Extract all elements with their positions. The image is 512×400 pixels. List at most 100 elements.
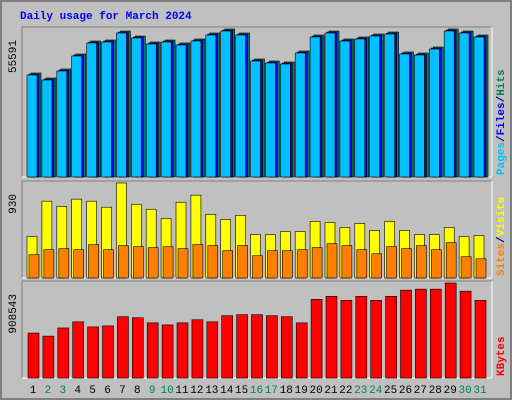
x-tick-label: 6 xyxy=(104,385,111,397)
bar xyxy=(355,295,368,379)
x-tick-label: 15 xyxy=(235,385,248,397)
y-tick-label: 55591 xyxy=(8,40,20,73)
bar xyxy=(340,300,353,379)
bar xyxy=(474,300,487,379)
bar xyxy=(205,34,217,178)
bar xyxy=(88,244,99,279)
bar xyxy=(131,37,142,178)
bar xyxy=(310,299,323,379)
bar xyxy=(401,248,412,279)
legend-separator: / xyxy=(496,236,508,243)
x-tick-label: 17 xyxy=(265,385,278,397)
y-tick-label: 930 xyxy=(8,194,20,214)
bar xyxy=(42,335,55,379)
bar xyxy=(459,290,472,379)
bar xyxy=(339,40,351,178)
bar xyxy=(414,54,425,178)
legend-entry: Visits xyxy=(496,197,508,237)
bar xyxy=(162,246,174,279)
bar xyxy=(443,30,455,178)
x-tick-label: 2 xyxy=(45,385,52,397)
bar xyxy=(428,48,440,178)
bar xyxy=(325,295,338,379)
legend: Sites/Visits xyxy=(496,197,508,276)
bar xyxy=(161,324,174,379)
bar xyxy=(460,256,472,279)
bar xyxy=(311,247,323,279)
bar xyxy=(266,315,278,379)
bar xyxy=(399,53,410,178)
bar xyxy=(147,247,159,279)
legend: Pages/Files/Hits xyxy=(496,69,508,175)
bar xyxy=(116,32,127,178)
legend: KBytes xyxy=(496,336,508,376)
bar xyxy=(222,250,233,279)
bar xyxy=(192,244,204,279)
x-tick-label: 11 xyxy=(175,385,189,397)
x-tick-label: 25 xyxy=(384,385,397,397)
x-tick-label: 19 xyxy=(295,385,308,397)
bar xyxy=(191,319,204,379)
bar xyxy=(28,254,40,279)
bar xyxy=(296,249,308,279)
bar xyxy=(429,288,442,379)
x-tick-label: 18 xyxy=(280,385,293,397)
x-tick-label: 12 xyxy=(190,385,203,397)
bar xyxy=(267,250,278,279)
bar xyxy=(132,317,144,379)
chart-title: Daily usage for March 2024 xyxy=(20,11,192,23)
bar xyxy=(133,246,144,279)
bar xyxy=(86,42,97,178)
bar xyxy=(265,62,276,178)
x-tick-label: 1 xyxy=(30,385,37,397)
bar xyxy=(160,41,172,178)
bar xyxy=(252,255,263,279)
bar xyxy=(326,243,338,279)
bar xyxy=(118,245,129,279)
x-tick-label: 22 xyxy=(339,385,352,397)
bar xyxy=(370,300,383,379)
bar xyxy=(280,316,293,379)
x-tick-label: 21 xyxy=(324,385,338,397)
x-tick-label: 20 xyxy=(309,385,322,397)
bar xyxy=(175,44,187,178)
legend-separator: / xyxy=(496,135,508,142)
bar xyxy=(58,248,70,279)
bar xyxy=(41,79,53,178)
bar xyxy=(371,253,383,279)
bar xyxy=(473,36,485,178)
x-tick-label: 4 xyxy=(74,385,81,397)
bar xyxy=(415,288,427,379)
bar xyxy=(237,245,248,279)
bar xyxy=(445,242,457,279)
bar xyxy=(177,248,189,279)
bar xyxy=(145,43,157,178)
x-tick-label: 13 xyxy=(205,385,218,397)
x-tick-label: 16 xyxy=(250,385,263,397)
bar xyxy=(475,258,487,279)
bar xyxy=(87,326,99,379)
bar xyxy=(400,289,412,379)
x-tick-label: 8 xyxy=(134,385,141,397)
bar xyxy=(176,322,189,379)
bar xyxy=(356,249,368,279)
legend-entry: KBytes xyxy=(496,336,508,376)
bar xyxy=(71,55,82,178)
x-tick-label: 24 xyxy=(369,385,383,397)
bar xyxy=(206,321,219,379)
x-tick-label: 31 xyxy=(473,385,487,397)
bar xyxy=(444,282,457,379)
bar xyxy=(27,332,40,379)
x-tick-label: 30 xyxy=(458,385,471,397)
bar xyxy=(236,314,248,379)
bar xyxy=(207,245,219,279)
bar xyxy=(458,32,470,178)
bar xyxy=(101,41,112,178)
bar xyxy=(354,38,366,178)
x-tick-label: 14 xyxy=(220,385,234,397)
legend-entry: Sites xyxy=(496,243,508,276)
bar xyxy=(324,32,336,178)
bar xyxy=(190,40,202,178)
